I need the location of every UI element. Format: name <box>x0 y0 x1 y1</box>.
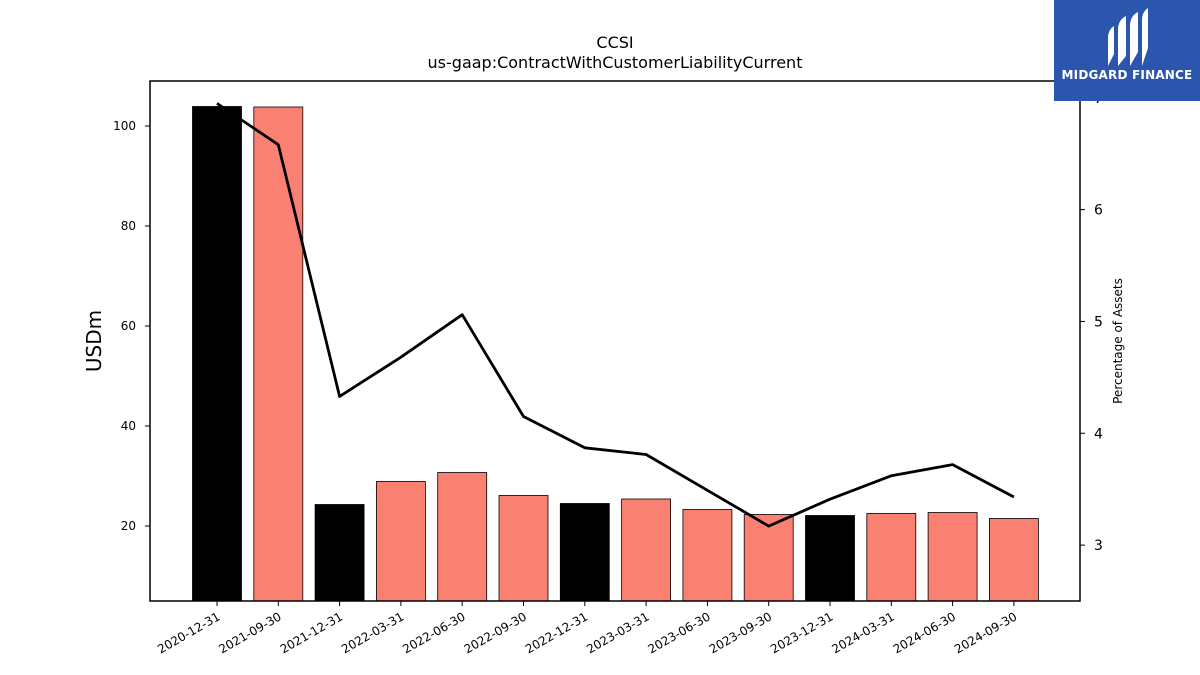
logo-mark-icon <box>1108 8 1148 66</box>
plot-area <box>149 80 1081 602</box>
y-tick-label-left: 80 <box>121 219 136 233</box>
x-tick-label-2022-03-31: 2022-03-31 <box>339 609 406 656</box>
x-tick-label-2023-06-30: 2023-06-30 <box>645 609 712 656</box>
bar-2022-06-30 <box>437 472 488 602</box>
x-tick-label-2024-09-30: 2024-09-30 <box>952 609 1019 656</box>
y-tick-label-right: 5 <box>1094 314 1103 330</box>
percentage-of-assets-line <box>216 102 1015 528</box>
x-tick-label-2021-12-31: 2021-12-31 <box>278 609 345 656</box>
bar-2023-06-30 <box>682 509 733 602</box>
bar-series <box>192 106 1039 602</box>
y-tick-label-left: 60 <box>121 319 136 333</box>
bar-2024-06-30 <box>927 512 978 602</box>
y-tick-label-right: 6 <box>1094 203 1103 219</box>
bar-2023-03-31 <box>621 498 671 602</box>
y-tick-label-right: 3 <box>1094 538 1103 554</box>
chart-subtitle: us-gaap:ContractWithCustomerLiabilityCur… <box>428 53 803 72</box>
logo-text: MIDGARD FINANCE <box>1061 68 1193 82</box>
x-tick-label-2022-12-31: 2022-12-31 <box>523 609 590 656</box>
bar-2024-09-30 <box>989 518 1039 602</box>
x-tick-label-2023-09-30: 2023-09-30 <box>707 609 774 656</box>
bar-2024-03-31 <box>866 513 917 602</box>
y-axis-label-right: Percentage of Assets <box>1111 278 1125 404</box>
bar-2022-12-31 <box>559 503 610 602</box>
y-axis-left: 20 40 60 80 100 <box>113 119 150 533</box>
bar-2022-09-30 <box>498 495 549 602</box>
midgard-finance-logo: MIDGARD FINANCE <box>1054 0 1200 101</box>
x-tick-label-2022-06-30: 2022-06-30 <box>400 609 467 656</box>
bar-2023-09-30 <box>743 514 794 602</box>
bar-2023-12-31 <box>805 515 855 602</box>
x-tick-label-2024-03-31: 2024-03-31 <box>829 609 896 656</box>
y-tick-label-left: 100 <box>113 119 136 133</box>
bar-2022-03-31 <box>375 481 426 602</box>
y-axis-label-left: USDm <box>82 310 106 372</box>
bar-2021-12-31 <box>314 504 365 602</box>
chart-title: CCSI <box>596 33 633 52</box>
x-tick-label-2022-09-30: 2022-09-30 <box>462 609 529 656</box>
y-tick-label-left: 20 <box>121 519 136 533</box>
y-tick-label-left: 40 <box>121 419 136 433</box>
y-tick-label-right: 4 <box>1094 426 1103 442</box>
line-series <box>216 102 1015 528</box>
x-tick-label-2024-06-30: 2024-06-30 <box>891 609 958 656</box>
x-tick-label-2021-09-30: 2021-09-30 <box>216 609 283 656</box>
bar-2021-09-30 <box>253 106 304 602</box>
bar-2020-12-31 <box>192 106 242 602</box>
x-tick-label-2023-03-31: 2023-03-31 <box>584 609 651 656</box>
y-axis-right: 34567 <box>1080 91 1103 554</box>
x-tick-label-2020-12-31: 2020-12-31 <box>155 609 222 656</box>
x-axis: 2020-12-312021-09-302021-12-312022-03-31… <box>155 601 1019 656</box>
x-tick-label-2023-12-31: 2023-12-31 <box>768 609 835 656</box>
